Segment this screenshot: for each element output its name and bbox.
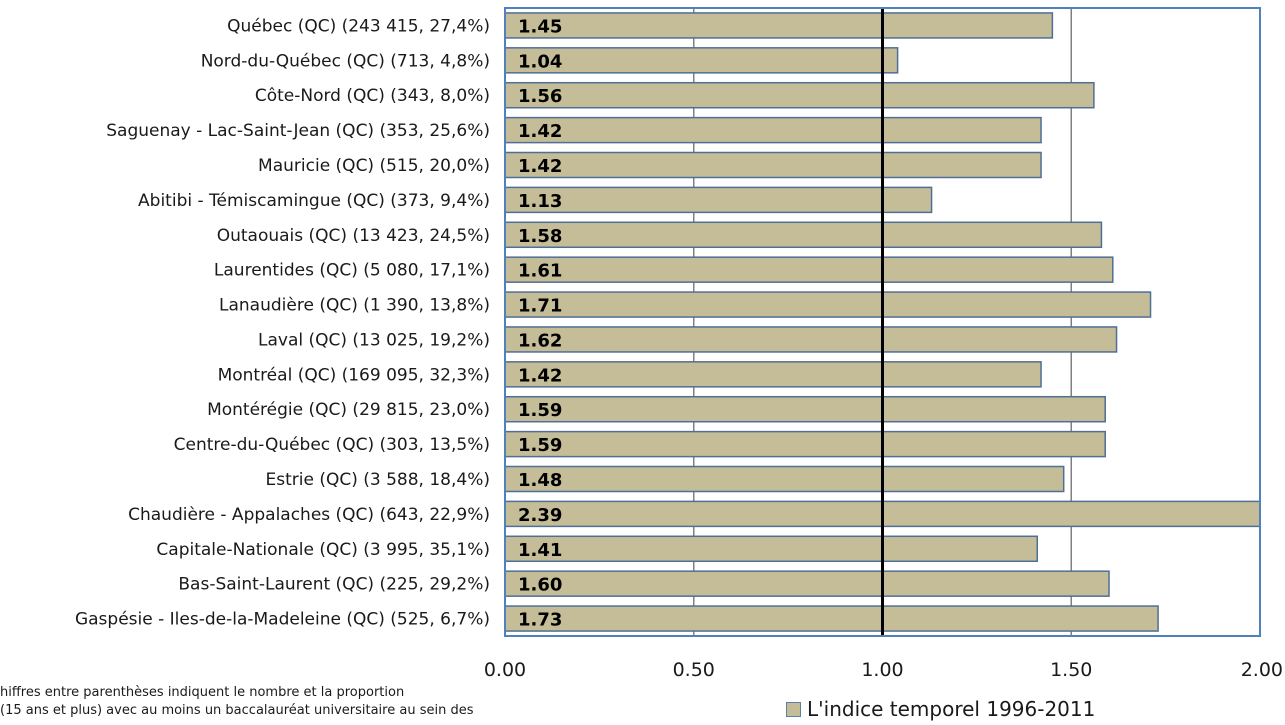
category-label: Laurentides (QC) (5 080, 17,1%) <box>214 261 490 281</box>
legend-swatch <box>786 701 801 717</box>
bar <box>504 291 1152 318</box>
bar <box>504 116 1042 144</box>
bar <box>504 256 1114 283</box>
data-label: 1.48 <box>518 470 562 491</box>
legend: L'indice temporel 1996-2011 <box>786 697 1095 721</box>
bar <box>504 326 1118 353</box>
category-label: Chaudière - Appalaches (QC) (643, 22,9%) <box>128 505 490 525</box>
data-label: 1.13 <box>518 191 562 212</box>
footnote: hiffres entre parenthèses indiquent le n… <box>0 684 560 725</box>
category-label: Nord-du-Québec (QC) (713, 4,8%) <box>201 51 490 71</box>
data-label: 1.59 <box>518 435 562 456</box>
bars <box>504 12 1261 632</box>
bar <box>504 430 1106 458</box>
data-label: 2.39 <box>518 505 562 526</box>
category-label: Montréal (QC) (169 095, 32,3%) <box>218 365 490 385</box>
data-label: 1.04 <box>518 51 562 72</box>
data-label: 1.60 <box>518 575 562 596</box>
category-label: Laval (QC) (13 025, 19,2%) <box>258 330 490 350</box>
data-label: 1.62 <box>518 330 562 351</box>
bar <box>504 361 1042 388</box>
data-labels: 1.45 1.04 1.56 1.42 1.42 1.13 1.58 1.61 1.71 1.62… <box>518 16 562 630</box>
bar <box>504 47 899 74</box>
data-label: 1.58 <box>518 226 562 247</box>
data-label: 1.42 <box>518 365 562 386</box>
bar <box>504 570 1110 597</box>
category-label: Mauricie (QC) (515, 20,0%) <box>258 156 490 176</box>
bar <box>504 395 1106 423</box>
category-label: Lanaudière (QC) (1 390, 13,8%) <box>219 296 490 316</box>
bar <box>504 151 1042 179</box>
category-label: Côte-Nord (QC) (343, 8,0%) <box>255 86 490 106</box>
bar <box>504 605 1159 632</box>
category-label: Abitibi - Témiscamingue (QC) (373, 9,4%) <box>138 191 490 211</box>
category-label: Centre-du-Québec (QC) (303, 13,5%) <box>174 435 490 455</box>
data-label: 1.41 <box>518 540 562 561</box>
bar <box>504 81 1095 109</box>
category-label: Montérégie (QC) (29 815, 23,0%) <box>207 400 490 420</box>
category-label: Gaspésie - Iles-de-la-Madeleine (QC) (52… <box>75 610 490 630</box>
bar <box>504 465 1065 493</box>
category-label: Estrie (QC) (3 588, 18,4%) <box>265 470 490 490</box>
data-label: 1.42 <box>518 156 562 177</box>
data-label: 1.61 <box>518 261 562 282</box>
x-tick-label: 0.00 <box>484 659 526 681</box>
footnote-line-1: hiffres entre parenthèses indiquent le n… <box>0 685 405 700</box>
bar <box>504 186 933 214</box>
bar <box>504 221 1103 249</box>
data-label: 1.45 <box>518 16 562 37</box>
plot-area-border <box>504 7 1261 637</box>
data-label: 1.56 <box>518 86 562 107</box>
data-label: 1.71 <box>518 296 562 317</box>
x-tick-label: 2.00 <box>1241 659 1283 681</box>
category-label: Saguenay - Lac-Saint-Jean (QC) (353, 25,… <box>106 121 490 141</box>
data-label: 1.59 <box>518 400 562 421</box>
x-axis-tick-labels: 0.00 0.50 1.00 1.50 2.00 <box>484 659 1283 681</box>
category-label: Outaouais (QC) (13 423, 24,5%) <box>217 226 490 246</box>
x-tick-label: 1.50 <box>1050 659 1092 681</box>
x-tick-label: 1.00 <box>861 659 903 681</box>
category-labels: Québec (QC) (243 415, 27,4%) Nord-du-Québ… <box>75 16 490 629</box>
category-label: Québec (QC) (243 415, 27,4%) <box>227 16 490 36</box>
x-tick-label: 0.50 <box>673 659 715 681</box>
data-label: 1.42 <box>518 121 562 142</box>
bar <box>504 12 1054 39</box>
legend-label: L'indice temporel 1996-2011 <box>807 697 1096 721</box>
footnote-line-2: (15 ans et plus) avec au moins un baccal… <box>0 703 474 718</box>
category-label: Capitale-Nationale (QC) (3 995, 35,1%) <box>156 540 490 560</box>
category-label: Bas-Saint-Laurent (QC) (225, 29,2%) <box>178 575 490 595</box>
bar <box>504 535 1039 563</box>
data-label: 1.73 <box>518 610 562 631</box>
